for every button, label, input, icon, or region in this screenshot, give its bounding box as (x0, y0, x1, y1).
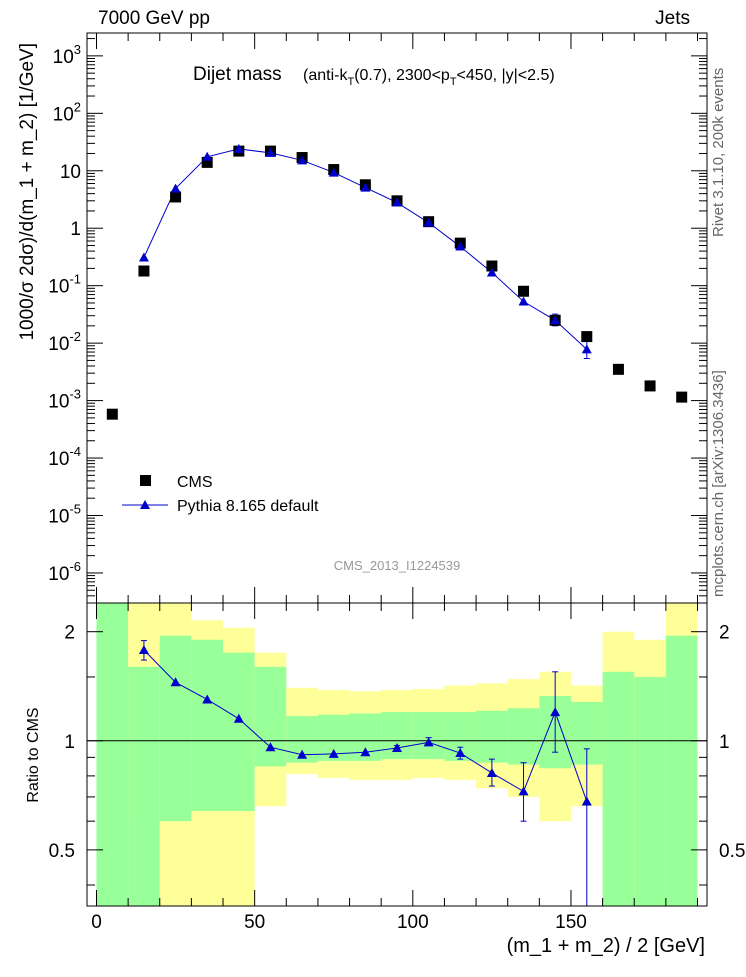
ratio-point (550, 707, 561, 717)
stat-band (159, 635, 192, 822)
ratio-point (360, 747, 371, 757)
legend-cms-marker (140, 475, 151, 486)
cms-point (201, 156, 213, 168)
pythia-point (518, 296, 529, 306)
ratio-point (202, 694, 213, 704)
main-y-tick-label: 103 (53, 42, 81, 68)
stat-band (254, 666, 287, 767)
pythia-point (297, 155, 308, 165)
ratio-point (486, 767, 497, 777)
ratio-y-axis-label: Ratio to CMS (25, 707, 42, 802)
pythia-point (233, 143, 244, 153)
stat-band (96, 603, 129, 906)
x-axis-label: (m_1 + m_2) / 2 [GeV] (507, 935, 705, 957)
stat-band (476, 710, 508, 763)
main-y-tick-label: 1 (70, 219, 81, 240)
ratio-point (138, 645, 149, 655)
pythia-line (143, 148, 588, 350)
pythia-point (455, 241, 466, 251)
ratio-point (581, 796, 592, 806)
main-y-axis-label: 1000/σ 2dσ)/d(m_1 + m_2) [1/GeV] (17, 43, 38, 341)
stat-band (602, 671, 635, 906)
pythia-point (550, 315, 561, 325)
cms-point (581, 331, 593, 343)
main-y-ticks: 10-6 10-5 10-4 10-3 10-2 10-1 1 10 102 103 (48, 33, 707, 603)
stat-band (412, 712, 445, 760)
ratio-point (265, 742, 276, 752)
legend: CMS Pythia 8.165 default (122, 474, 319, 515)
cms-point (676, 391, 688, 403)
pythia-point (392, 197, 402, 207)
ratio-panel: 0.5 0.5 1 1 2 2 0 50 100 150 Ratio to CMS (m_1 + … (25, 602, 745, 957)
stat-band (507, 708, 540, 765)
main-y-tick-label: 10-6 (48, 559, 81, 585)
legend-pythia-marker (140, 500, 150, 509)
stat-band (665, 635, 698, 906)
pythia-point (265, 147, 276, 157)
pythia-point (328, 167, 339, 177)
ratio-ticks: 0.5 0.5 1 1 2 2 0 50 100 150 (49, 603, 745, 933)
x-tick-label: 0 (91, 912, 102, 933)
pythia-point (581, 344, 592, 354)
ratio-point (297, 749, 308, 759)
rivet-label: Rivet 3.1.10, 200k events (710, 68, 727, 237)
pythia-point (360, 182, 371, 192)
main-title: Dijet mass (193, 64, 282, 85)
cms-point (106, 408, 118, 420)
ratio-point (170, 677, 181, 687)
stat-band (191, 639, 224, 812)
x-tick-label: 150 (555, 912, 587, 933)
ratio-y-tick-label: 1 (64, 732, 75, 753)
stat-band (634, 676, 666, 906)
ratio-bands (87, 603, 707, 906)
main-y-tick-label: 102 (53, 99, 81, 125)
main-frame (86, 32, 708, 604)
ratio-frame (86, 602, 708, 907)
main-data (106, 143, 688, 420)
legend-pythia-label: Pythia 8.165 default (177, 498, 319, 515)
main-y-tick-label: 10 (60, 162, 81, 183)
pythia-point (138, 252, 149, 262)
pythia-point (423, 217, 434, 227)
cms-point (486, 260, 498, 272)
cms-point (644, 380, 656, 392)
cms-point (138, 265, 150, 277)
pythia-point (202, 151, 213, 161)
pythia-point (170, 183, 181, 193)
pythia-point (486, 267, 497, 277)
cms-point (612, 363, 624, 375)
cms-point (170, 191, 182, 203)
main-y-tick-label: 10-2 (48, 329, 81, 355)
mcplots-label: mcplots.cern.ch [arXiv:1306.3436] (710, 370, 727, 597)
main-panel: 10-6 10-5 10-4 10-3 10-2 10-1 1 10 102 103 Dijet … (17, 32, 708, 604)
watermark-label: CMS_2013_I1224539 (334, 558, 461, 573)
x-tick-label: 100 (397, 912, 429, 933)
ratio-point (423, 737, 434, 747)
header-left-label: 7000 GeV pp (98, 8, 210, 29)
ratio-data (138, 640, 592, 906)
ratio-y-tick-label-right: 2 (719, 623, 730, 644)
ratio-y-tick-label-right: 1 (719, 732, 730, 753)
main-y-tick-label: 10-3 (48, 387, 81, 413)
ratio-point (518, 786, 529, 796)
stat-band (128, 666, 160, 906)
stat-band (223, 652, 255, 812)
main-y-tick-label: 10-1 (48, 272, 81, 298)
stat-band (381, 712, 413, 760)
legend-cms-label: CMS (177, 474, 213, 491)
ratio-y-tick-label: 2 (64, 623, 75, 644)
ratio-y-tick-label: 0.5 (49, 841, 75, 862)
ratio-y-tick-label-right: 0.5 (719, 841, 745, 862)
main-y-tick-label: 10-4 (48, 444, 81, 470)
main-y-tick-label: 10-5 (48, 502, 81, 528)
cms-point (518, 285, 530, 297)
ratio-point (392, 743, 402, 753)
ratio-point (455, 748, 466, 758)
main-subtitle: (anti-kT(0.7), 2300<pT<450, |y|<2.5) (303, 67, 555, 88)
ratio-point (328, 748, 339, 758)
header-right-label: Jets (655, 8, 690, 29)
x-tick-label: 50 (244, 912, 265, 933)
ratio-point (233, 713, 244, 723)
